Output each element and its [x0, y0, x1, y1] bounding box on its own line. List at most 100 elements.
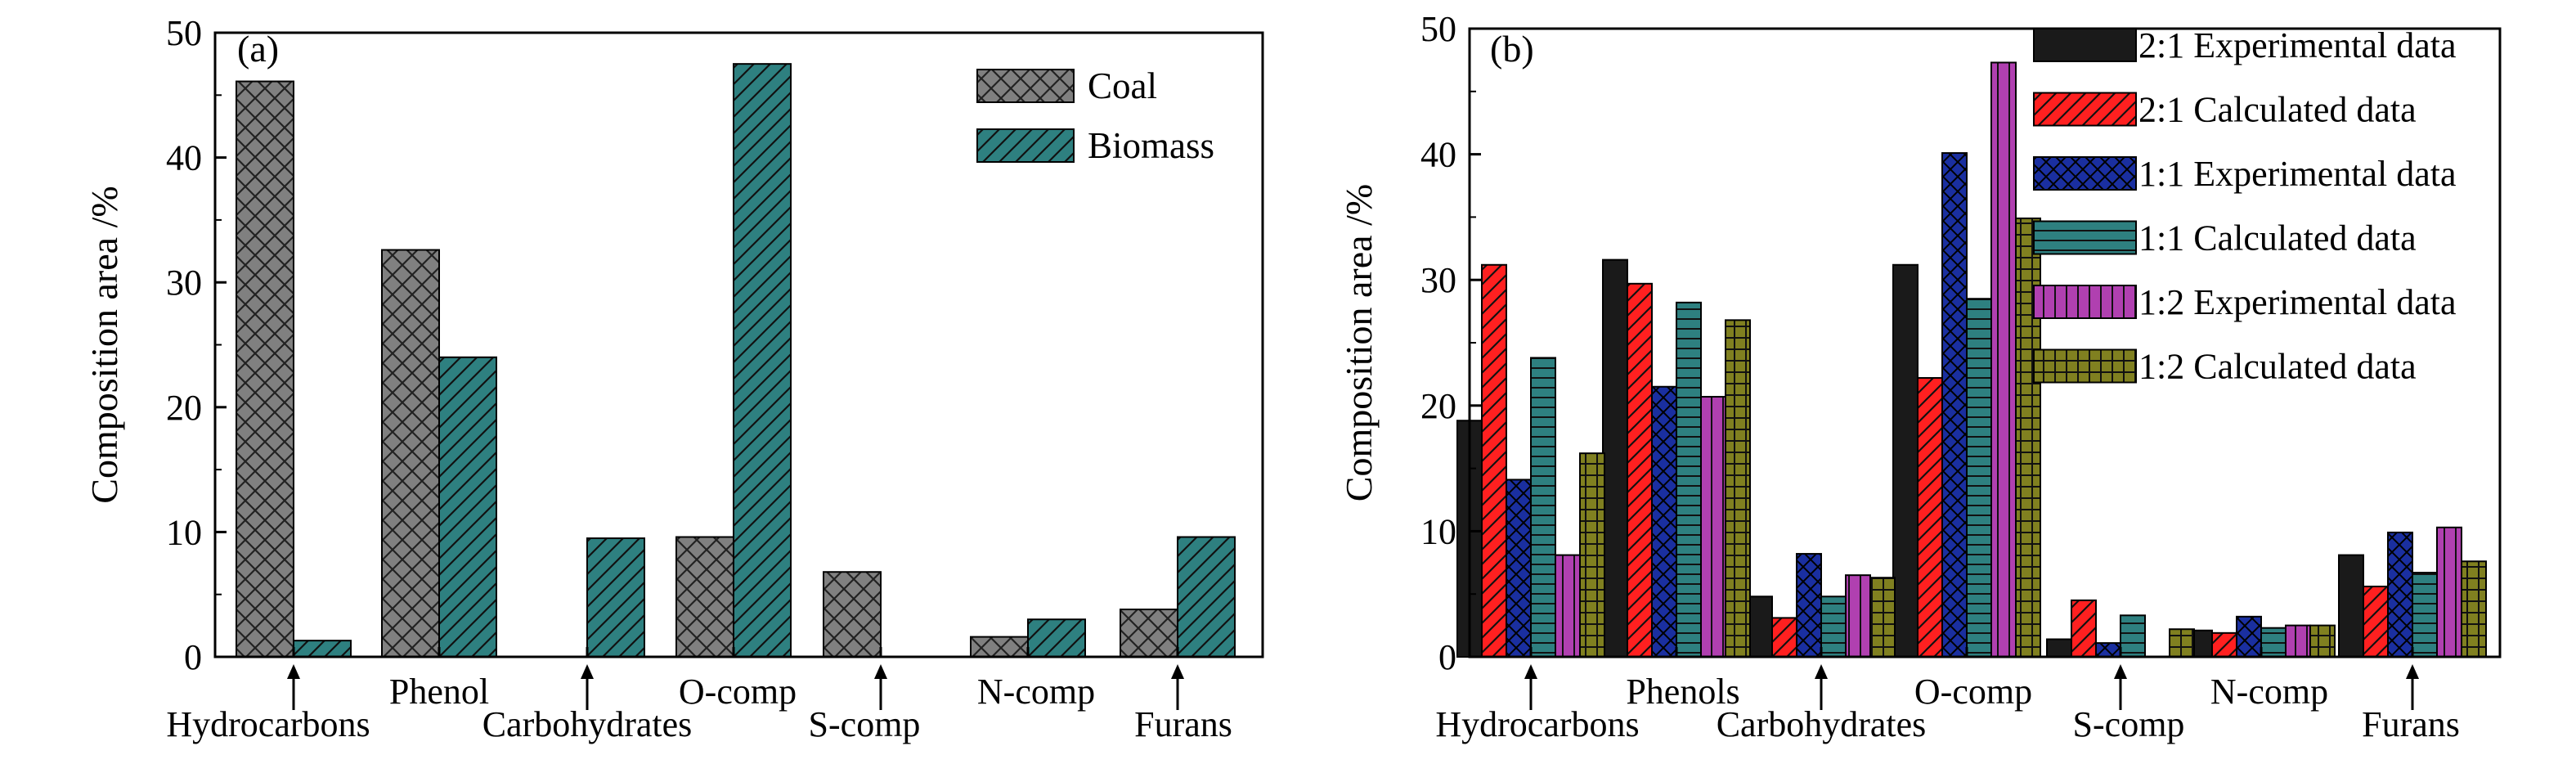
- bar-2-1-experimental-data-furans: [2338, 554, 2364, 658]
- category-arrow-head: [874, 664, 887, 679]
- bar-2-1-calculated-data-o-comp: [1917, 377, 1943, 658]
- legend-swatch: [2033, 28, 2137, 62]
- bar-biomass-hydrocarbons: [293, 640, 352, 658]
- bar-1-2-experimental-data-hydrocarbons: [1555, 554, 1581, 658]
- bar-2-1-experimental-data-s-comp: [2046, 638, 2072, 658]
- y-axis-label: Composition area /%: [83, 186, 125, 503]
- category-label-hydrocarbons: Hydrocarbons: [1435, 704, 1639, 744]
- category-label-o-comp: O-comp: [1914, 672, 2032, 712]
- y-tick-label: 20: [166, 388, 202, 428]
- bar-coal-s-comp: [823, 571, 882, 658]
- y-tick-label: 40: [166, 138, 202, 178]
- bar-2-1-calculated-data-s-comp: [2071, 599, 2097, 658]
- legend-label: 1:1 Experimental data: [2138, 154, 2457, 194]
- category-label-o-comp: O-comp: [679, 672, 797, 712]
- bar-coal-o-comp: [675, 536, 734, 658]
- bar-2-1-experimental-data-o-comp: [1892, 263, 1919, 658]
- bar-1-2-experimental-data-n-comp: [2285, 624, 2311, 658]
- bar-2-1-experimental-data-phenols: [1602, 258, 1628, 658]
- y-tick-label: 20: [1420, 386, 1456, 426]
- bar-1-2-experimental-data-o-comp: [1990, 61, 2017, 658]
- bar-1-2-calculated-data-hydrocarbons: [1579, 452, 1605, 658]
- legend-swatch: [2033, 220, 2137, 255]
- legend-label: 2:1 Experimental data: [2138, 25, 2457, 65]
- bar-1-2-experimental-data-furans: [2436, 526, 2462, 658]
- category-label-s-comp: S-comp: [809, 704, 921, 744]
- bar-2-1-calculated-data-phenols: [1627, 282, 1653, 658]
- category-arrow-head: [1524, 664, 1537, 679]
- y-axis-label: Composition area /%: [1338, 184, 1380, 501]
- legend-swatch: [976, 128, 1075, 163]
- legend-label: 1:2 Experimental data: [2138, 282, 2457, 322]
- bar-1-1-experimental-data-carbohydrates: [1796, 553, 1822, 658]
- bar-coal-hydrocarbons: [236, 80, 294, 658]
- bar-1-2-calculated-data-carbohydrates: [1869, 577, 1896, 658]
- bar-1-2-experimental-data-phenols: [1700, 396, 1726, 658]
- bar-1-2-calculated-data-phenols: [1725, 319, 1751, 658]
- bar-coal-furans: [1120, 609, 1178, 658]
- bar-1-1-experimental-data-hydrocarbons: [1506, 479, 1532, 658]
- category-label-carbohydrates: Carbohydrates: [482, 704, 693, 744]
- category-label-hydrocarbons: Hydrocarbons: [166, 704, 370, 744]
- category-arrow-head: [581, 664, 594, 679]
- y-tick-label: 30: [166, 263, 202, 303]
- bar-coal-phenol: [381, 249, 440, 658]
- category-arrow-head: [1815, 664, 1828, 679]
- bar-1-1-experimental-data-s-comp: [2095, 642, 2121, 658]
- category-label-furans: Furans: [2362, 704, 2460, 744]
- category-arrow-head: [287, 664, 300, 679]
- bar-biomass-o-comp: [733, 63, 792, 658]
- category-label-phenols: Phenols: [1626, 672, 1739, 712]
- bar-1-2-calculated-data-o-comp: [2015, 217, 2041, 658]
- chart-panel-b: 0 10 20 30 40 50 HydrocarbonsPhenolsCarbohydra…: [1338, 9, 2502, 744]
- bar-1-1-calculated-data-furans: [2412, 572, 2438, 658]
- bar-2-1-calculated-data-n-comp: [2211, 631, 2237, 658]
- bar-2-1-calculated-data-carbohydrates: [1771, 617, 1797, 658]
- chart-panel-a: 0 10 20 30 40 50 Hydrocarbons PhenolCarbohydrat…: [83, 13, 1264, 744]
- bar-coal-n-comp: [970, 636, 1029, 658]
- bar-1-1-experimental-data-phenols: [1651, 385, 1677, 658]
- category-label-n-comp: N-comp: [977, 672, 1095, 712]
- legend-swatch: [976, 69, 1075, 103]
- bar-1-1-calculated-data-phenols: [1676, 301, 1702, 658]
- legend-label: 1:1 Calculated data: [2138, 218, 2417, 258]
- bar-biomass-carbohydrates: [586, 537, 645, 658]
- y-tick-label: 50: [1420, 9, 1456, 49]
- legend-label: Coal: [1088, 65, 1157, 106]
- panel-label: (a): [237, 28, 279, 70]
- bar-biomass-furans: [1177, 536, 1236, 658]
- legend-swatch: [2033, 156, 2137, 191]
- legend-label: Biomass: [1088, 125, 1214, 166]
- bar-1-1-experimental-data-n-comp: [2236, 615, 2262, 658]
- category-label-n-comp: N-comp: [2210, 672, 2328, 712]
- bar-biomass-n-comp: [1027, 618, 1086, 658]
- category-label-phenol: Phenol: [389, 672, 489, 712]
- category-label-furans: Furans: [1134, 704, 1232, 744]
- category-label-s-comp: S-comp: [2073, 704, 2185, 744]
- bar-2-1-calculated-data-hydrocarbons: [1481, 263, 1507, 658]
- bar-1-2-calculated-data-furans: [2461, 560, 2487, 658]
- y-tick-label: 10: [1420, 511, 1456, 551]
- y-tick-label: 0: [1438, 637, 1456, 677]
- bar-1-1-calculated-data-hydrocarbons: [1530, 357, 1556, 658]
- legend-label: 2:1 Calculated data: [2138, 90, 2417, 130]
- category-arrow-head: [2406, 664, 2419, 679]
- bar-1-1-calculated-data-carbohydrates: [1820, 595, 1847, 658]
- legend-swatch: [2033, 285, 2137, 319]
- y-tick-label: 0: [184, 637, 202, 677]
- bar-biomass-phenol: [438, 356, 497, 658]
- bar-1-1-calculated-data-n-comp: [2260, 627, 2287, 658]
- category-label-carbohydrates: Carbohydrates: [1717, 704, 1927, 744]
- bar-1-2-calculated-data-s-comp: [2169, 628, 2195, 658]
- category-arrow-head: [2114, 664, 2127, 679]
- bar-1-2-calculated-data-n-comp: [2309, 624, 2336, 658]
- y-tick-label: 50: [166, 13, 202, 53]
- legend-swatch: [2033, 92, 2137, 127]
- bar-1-1-calculated-data-o-comp: [1966, 298, 1992, 658]
- y-tick-label: 30: [1420, 260, 1456, 300]
- bar-2-1-calculated-data-furans: [2363, 585, 2389, 658]
- legend-swatch: [2033, 348, 2137, 384]
- panel-label: (b): [1490, 28, 1534, 70]
- bar-1-1-calculated-data-s-comp: [2120, 614, 2146, 658]
